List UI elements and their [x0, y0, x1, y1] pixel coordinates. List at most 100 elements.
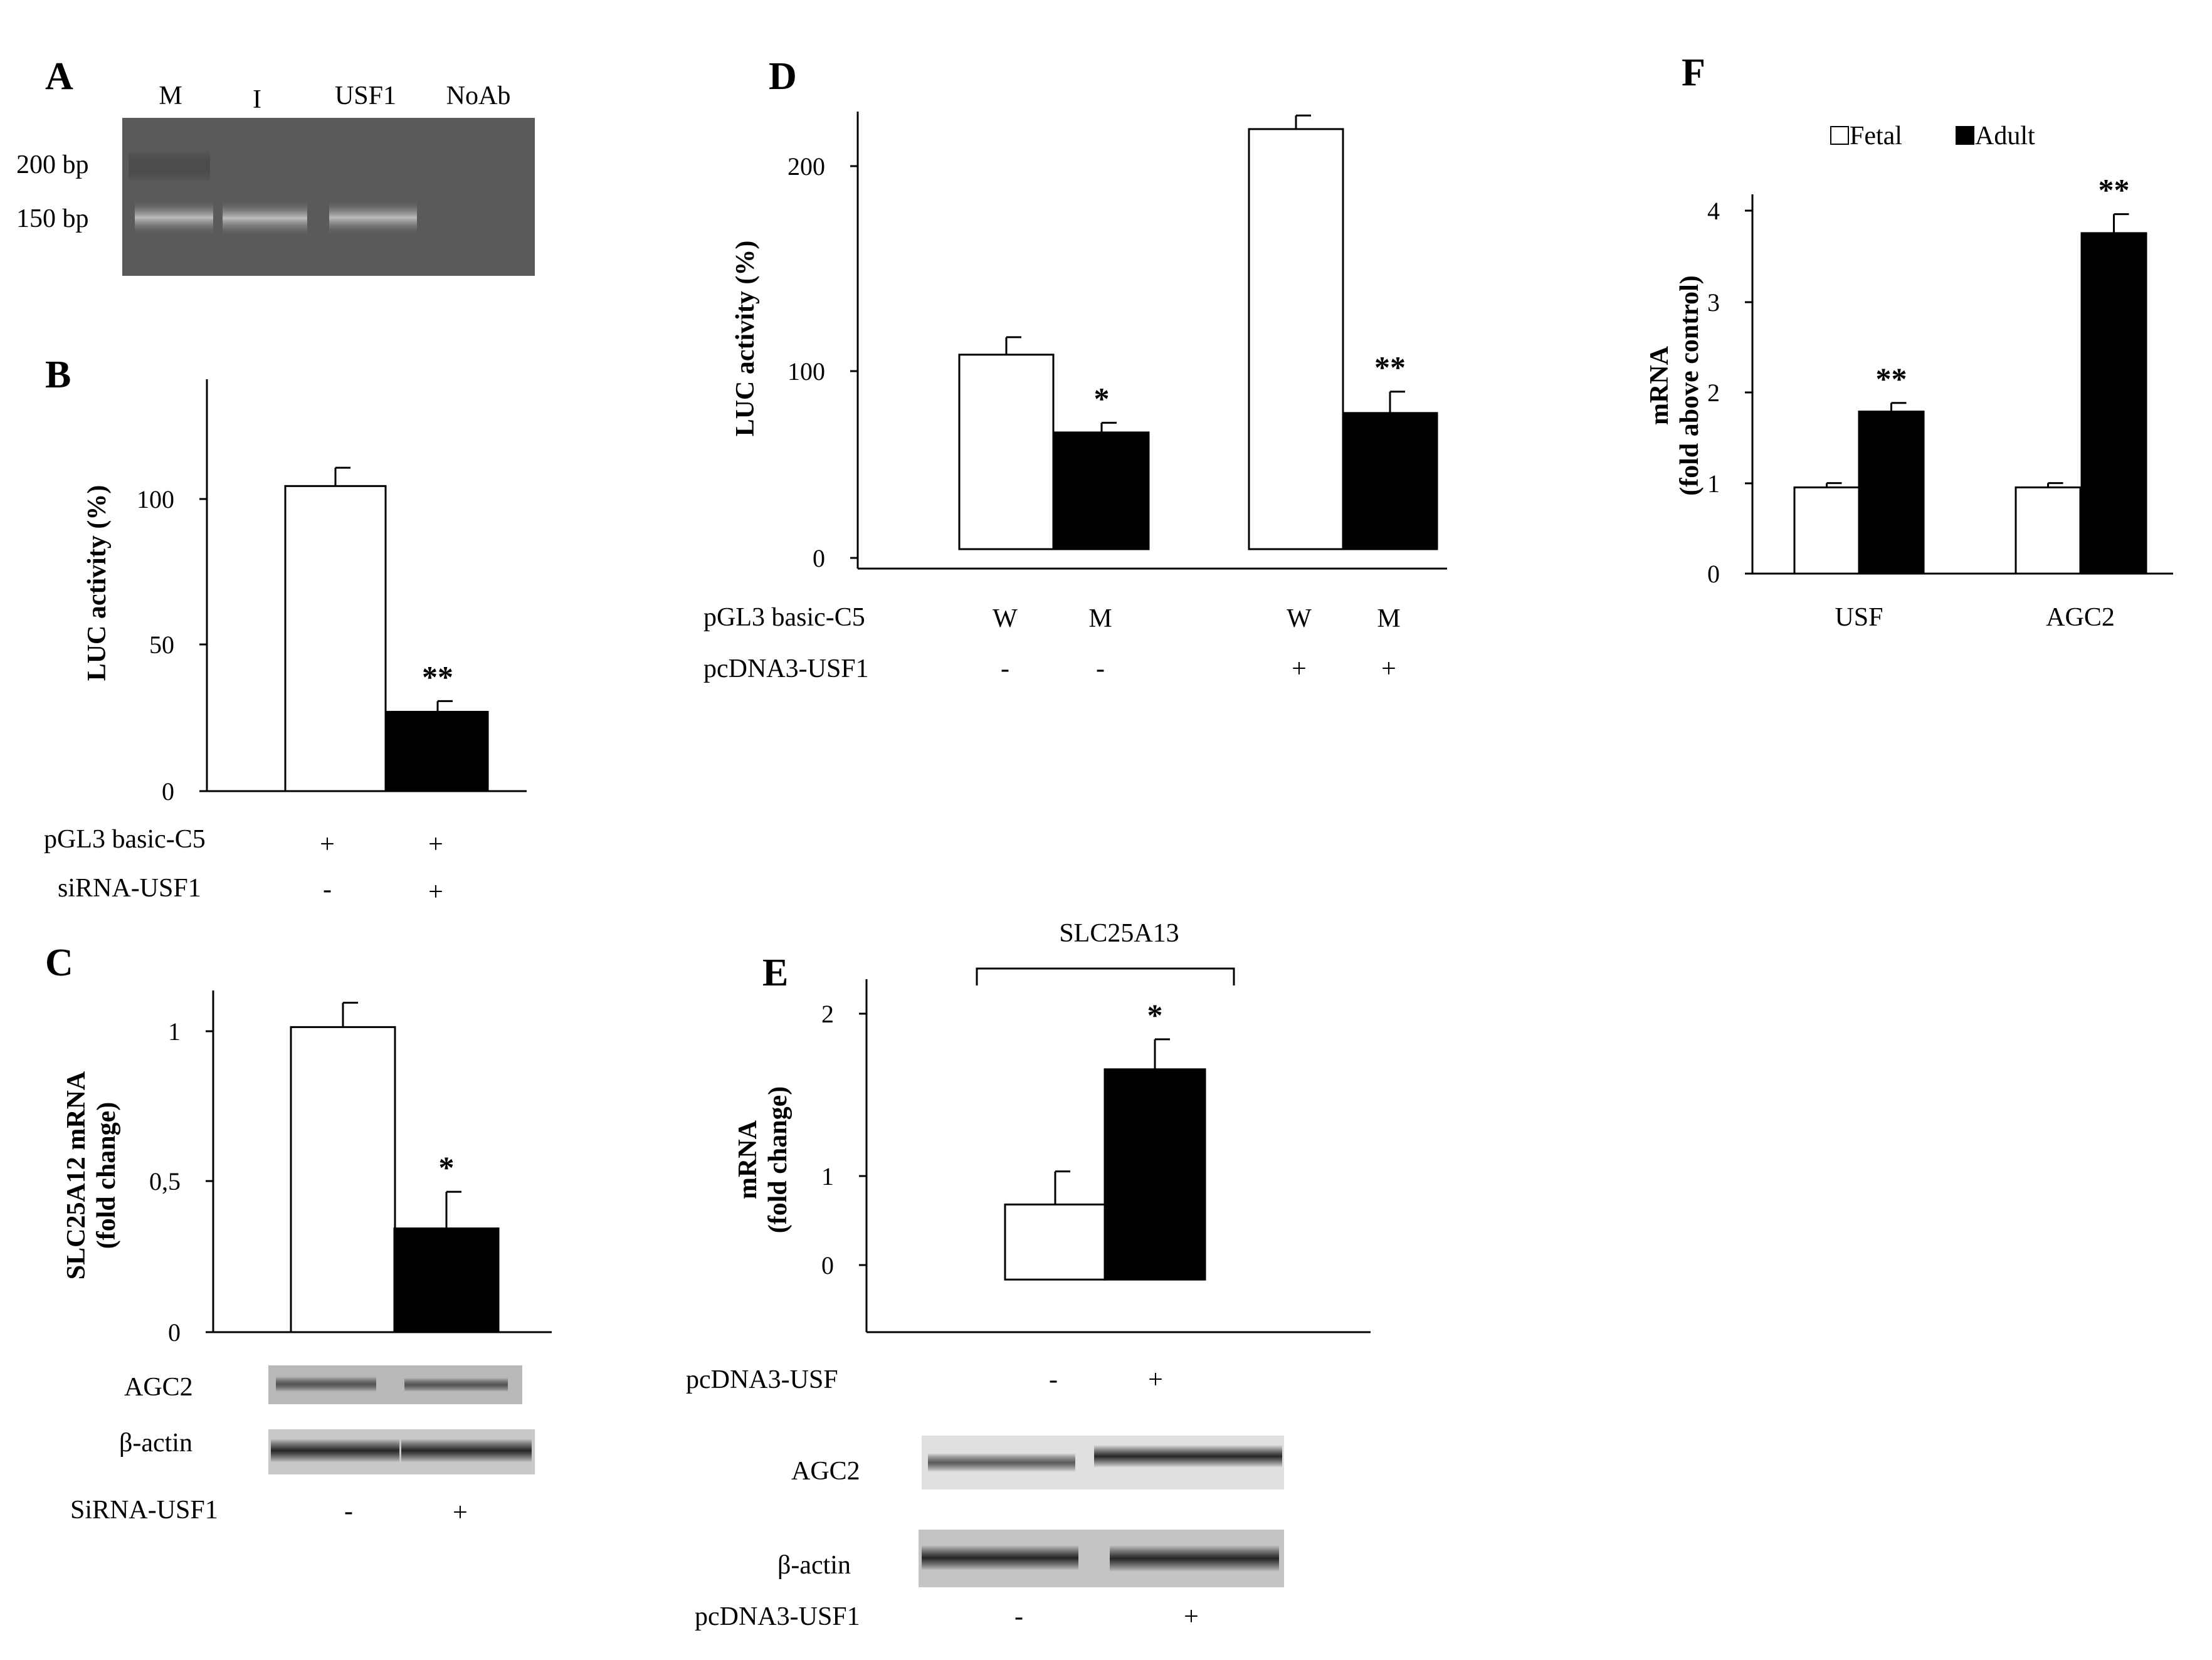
e-usf1-value-2: + [1184, 1602, 1199, 1631]
legend-label-adult: Adult [1975, 122, 2035, 150]
chart-b-y-label: LUC activity (%) [83, 485, 112, 681]
chart-d-bar-3 [1248, 128, 1344, 550]
blot-label-actin-e: β-actin [777, 1551, 851, 1580]
panel-f-label: F [1682, 51, 1705, 94]
chart-e-tick-2: 2 [821, 1000, 834, 1028]
row-label-sirna-c: SiRNA-USF1 [70, 1496, 218, 1525]
panel-f: F 0 1 2 3 4 mRNA(fold above control) ** USF ** AG… [1645, 51, 2173, 632]
chart-b-bar-1 [284, 485, 387, 792]
gel-image [122, 118, 535, 276]
chart-c-y-label: SLC25A12 mRNA(fold change) [62, 1071, 121, 1279]
chart-c-bar-2-significance: * [439, 1150, 455, 1185]
d-pcdna-value-1: - [1001, 654, 1009, 683]
chart-d-tick-100: 100 [787, 357, 825, 386]
chart-c-tick-1: 1 [168, 1017, 181, 1046]
marker-150bp: 150 bp [16, 204, 89, 233]
chart-c-tick-0-5: 0,5 [149, 1167, 181, 1195]
d-pcdna-value-2: - [1096, 654, 1105, 683]
marker-200bp: 200 bp [16, 150, 89, 179]
chart-d-bar-1 [958, 354, 1055, 550]
d-pgl3-value-2: M [1088, 604, 1112, 633]
chart-e-bar-1 [1004, 1203, 1107, 1281]
chart-f-category-usf: USF [1835, 603, 1883, 632]
chart-f-y-label: mRNA(fold above control) [1645, 275, 1704, 496]
chart-e-tick-1: 1 [821, 1162, 834, 1190]
b-pgl3-value-2: + [428, 830, 443, 859]
blot-agc2-c-band-1 [276, 1377, 376, 1392]
chart-c-y-label-line-1: SLC25A12 mRNA [62, 1071, 91, 1279]
chart-d-bar-2-significance: * [1094, 381, 1110, 416]
chart-f-bar-fetal-agc2 [2014, 486, 2082, 575]
panel-e-label: E [762, 952, 788, 994]
chart-e: 0 1 2 mRNA(fold change) * [734, 979, 1371, 1333]
blot-label-agc2-e: AGC2 [791, 1457, 860, 1486]
blot-actin-c-band-2 [401, 1439, 532, 1463]
row-label-pgl3-d: pGL3 basic-C5 [703, 603, 865, 632]
chart-d-tick-0: 0 [813, 544, 825, 572]
row-label-pcdna-usf1-e: pcDNA3-USF1 [695, 1602, 860, 1631]
chart-f-tick-4: 4 [1707, 197, 1720, 225]
chart-f-bar-fetal-usf [1793, 486, 1860, 575]
d-pgl3-value-1: W [993, 604, 1018, 633]
chart-f-y-label-line-2: (fold above control) [1675, 275, 1704, 496]
row-label-sirna-b: siRNA-USF1 [58, 874, 201, 903]
c-sirna-value-1: - [344, 1497, 353, 1526]
panel-b: B 0 50 100 LUC activity (%) ** pGL3 basic-C5… [44, 354, 527, 906]
chart-b-bar-2-significance: ** [422, 659, 453, 694]
chart-f-bar-adult-agc2 [2080, 232, 2147, 575]
row-label-pgl3-b: pGL3 basic-C5 [44, 825, 206, 854]
blot-label-actin-c: β-actin [119, 1429, 192, 1458]
e-usf-value-2: + [1148, 1365, 1163, 1394]
lane-label-noab: NoAb [446, 81, 511, 110]
d-pgl3-value-3: W [1287, 604, 1312, 633]
chart-f-tick-0: 0 [1707, 560, 1720, 588]
blot-actin-e-band-1 [922, 1545, 1078, 1570]
lane-label-usf1: USF1 [335, 81, 396, 110]
bracket-label: SLC25A13 [1059, 919, 1179, 948]
chart-d-bar-4 [1342, 412, 1438, 550]
chart-c-tick-0: 0 [168, 1318, 181, 1347]
d-pgl3-value-4: M [1377, 604, 1400, 633]
panel-a-label: A [45, 55, 73, 98]
chart-e-y-label-line-2: (fold change) [764, 1086, 793, 1234]
chart-b-bar-2 [386, 710, 489, 792]
gel-ladder-band [129, 150, 210, 182]
chart-b: 0 50 100 LUC activity (%) ** [83, 379, 527, 806]
panel-a: A M I USF1 NoAb 200 bp 150 bp [16, 55, 535, 276]
panel-c-label: C [45, 942, 73, 984]
b-sirna-value-2: + [428, 878, 443, 906]
b-pgl3-value-1: + [320, 830, 335, 859]
chart-e-bar-2-significance: * [1147, 997, 1163, 1032]
blot-agc2-e-band-2 [1094, 1445, 1282, 1468]
legend-label-fetal: Fetal [1850, 122, 1902, 150]
chart-f-category-agc2: AGC2 [2046, 603, 2115, 632]
gel-band-usf1 [329, 199, 417, 236]
chart-f-tick-3: 3 [1707, 288, 1720, 317]
chart-f-y-label-line-1: mRNA [1645, 345, 1674, 425]
gel-band-i [223, 199, 307, 237]
gel-band-m [135, 199, 213, 236]
chart-f: 0 1 2 3 4 mRNA(fold above control) ** USF ** AGC2… [1645, 122, 2173, 632]
e-usf-value-1: - [1049, 1365, 1058, 1394]
chart-d-y-label: LUC activity (%) [731, 241, 760, 437]
chart-d-tick-200: 200 [787, 152, 825, 181]
blot-agc2-c-band-2 [404, 1378, 508, 1392]
legend-swatch-fetal [1830, 126, 1849, 145]
chart-f-bar-adult-usf-significance: ** [1876, 361, 1907, 396]
e-usf1-value-1: - [1014, 1602, 1023, 1631]
chart-f-tick-1: 1 [1707, 470, 1720, 498]
b-sirna-value-1: - [323, 875, 332, 904]
chart-f-bar-adult-agc2-significance: ** [2099, 172, 2130, 208]
d-pcdna-value-4: + [1381, 654, 1396, 683]
row-label-pcdna-usf-e: pcDNA3-USF [686, 1365, 838, 1394]
chart-d-bar-2 [1053, 431, 1150, 550]
chart-e-tick-0: 0 [821, 1251, 834, 1279]
chart-e-y-label: mRNA(fold change) [734, 1086, 793, 1234]
chart-e-y-label-line-1: mRNA [734, 1120, 762, 1199]
chart-b-tick-50: 50 [149, 631, 174, 659]
legend-swatch-adult [1956, 126, 1974, 145]
chart-c-bar-1 [290, 1026, 396, 1333]
c-sirna-value-2: + [453, 1498, 468, 1527]
